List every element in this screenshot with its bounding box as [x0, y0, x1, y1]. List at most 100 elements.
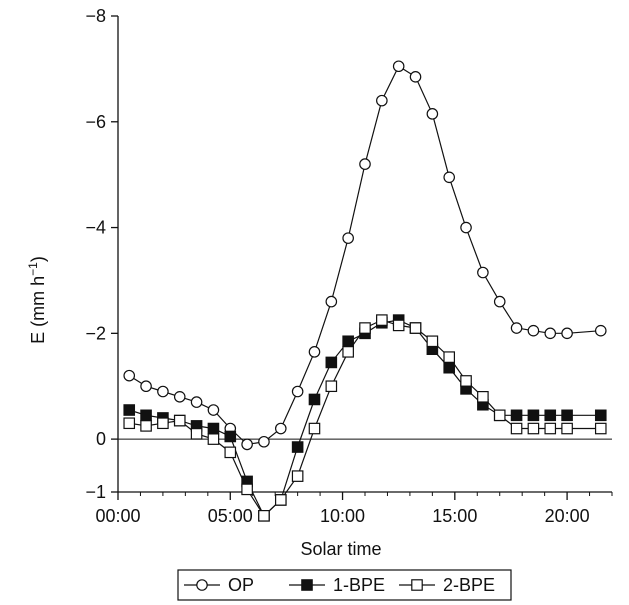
data-point	[207, 404, 220, 416]
legend-item-1-bpe: 1-BPE	[289, 575, 385, 595]
data-point	[493, 295, 506, 308]
data-point	[594, 324, 607, 337]
data-point	[140, 380, 152, 393]
data-point	[426, 108, 439, 120]
y-tick-label: −6	[85, 112, 106, 132]
legend-label: 2-BPE	[443, 575, 495, 595]
data-point	[308, 346, 321, 358]
data-point	[594, 409, 607, 422]
y-tick-label: 0	[96, 429, 106, 449]
data-point	[157, 385, 169, 398]
legend-marker	[301, 579, 313, 591]
data-point	[392, 319, 405, 332]
data-point	[291, 441, 304, 453]
legend: OP 1-BPE 2-BPE	[177, 569, 512, 601]
data-point	[477, 266, 489, 279]
y-tick-label: −8	[85, 6, 106, 26]
data-point	[443, 171, 456, 184]
series-line	[128, 65, 601, 446]
data-point	[359, 158, 371, 170]
data-point	[392, 60, 405, 73]
data-point	[443, 351, 456, 363]
legend-item-2-bpe: 2-BPE	[399, 575, 495, 595]
data-point	[291, 385, 304, 398]
data-point	[140, 409, 152, 422]
data-point	[561, 409, 573, 422]
y-axis-label: E (mm h−1)	[26, 256, 48, 344]
legend-label: OP	[228, 575, 254, 595]
data-point	[376, 94, 388, 107]
legend-marker	[196, 579, 208, 591]
data-point	[325, 295, 338, 308]
data-point	[561, 422, 573, 435]
data-point	[140, 420, 152, 432]
data-point	[510, 409, 523, 422]
series-1-bpe	[123, 314, 607, 522]
y-tick-label: −4	[85, 218, 106, 238]
data-point	[493, 409, 506, 422]
series-layer	[123, 60, 607, 522]
data-point	[123, 417, 136, 430]
data-point	[123, 369, 136, 382]
data-point	[190, 428, 203, 440]
data-point	[443, 361, 456, 374]
data-point	[173, 390, 186, 403]
data-point	[241, 438, 253, 451]
y-tick-label: −1	[85, 482, 106, 502]
x-tick-label: 00:00	[95, 506, 140, 526]
data-point	[274, 422, 287, 435]
data-point	[190, 396, 203, 408]
data-point	[224, 446, 237, 459]
data-point	[325, 356, 338, 369]
y-tick-label: −2	[85, 323, 106, 343]
axes: −8 −6 −4 −2 0 −1 00:00 05:00 10:00 15:00 20:00	[85, 6, 613, 526]
series-2-bpe	[123, 314, 607, 522]
x-tick-label: 20:00	[545, 506, 590, 526]
data-point	[460, 221, 472, 234]
series-op	[123, 60, 607, 451]
data-point	[207, 433, 220, 445]
legend-marker	[411, 579, 423, 591]
data-point	[409, 71, 422, 83]
data-point	[258, 435, 270, 448]
x-tick-label: 10:00	[320, 506, 365, 526]
data-point	[460, 375, 472, 387]
data-point	[308, 422, 321, 435]
data-point	[207, 422, 220, 435]
data-point	[561, 327, 573, 340]
data-point	[241, 483, 253, 496]
data-point	[594, 422, 607, 435]
data-point	[258, 510, 270, 522]
data-point	[544, 409, 557, 422]
data-point	[376, 314, 388, 326]
data-point	[544, 422, 557, 435]
data-point	[510, 422, 523, 435]
data-point	[527, 409, 540, 422]
series-line	[129, 319, 601, 517]
data-point	[527, 422, 540, 435]
x-tick-label: 05:00	[208, 506, 253, 526]
data-point	[342, 335, 354, 348]
data-point	[544, 327, 557, 340]
data-point	[342, 346, 354, 358]
data-point	[308, 393, 321, 406]
data-point	[157, 417, 169, 430]
x-tick-label: 15:00	[432, 506, 477, 526]
data-point	[527, 324, 540, 337]
x-axis-label: Solar time	[300, 539, 381, 559]
legend-item-op: OP	[184, 575, 254, 595]
data-point	[325, 380, 338, 393]
legend-label: 1-BPE	[333, 575, 385, 595]
legend-box	[177, 569, 512, 601]
data-point	[291, 470, 304, 482]
data-point	[224, 430, 237, 443]
data-point	[510, 322, 523, 334]
data-point	[409, 322, 422, 334]
data-point	[274, 494, 287, 506]
data-point	[359, 322, 371, 334]
data-point	[123, 404, 136, 416]
data-point	[342, 232, 354, 244]
data-point	[173, 414, 186, 427]
data-point	[426, 335, 439, 348]
